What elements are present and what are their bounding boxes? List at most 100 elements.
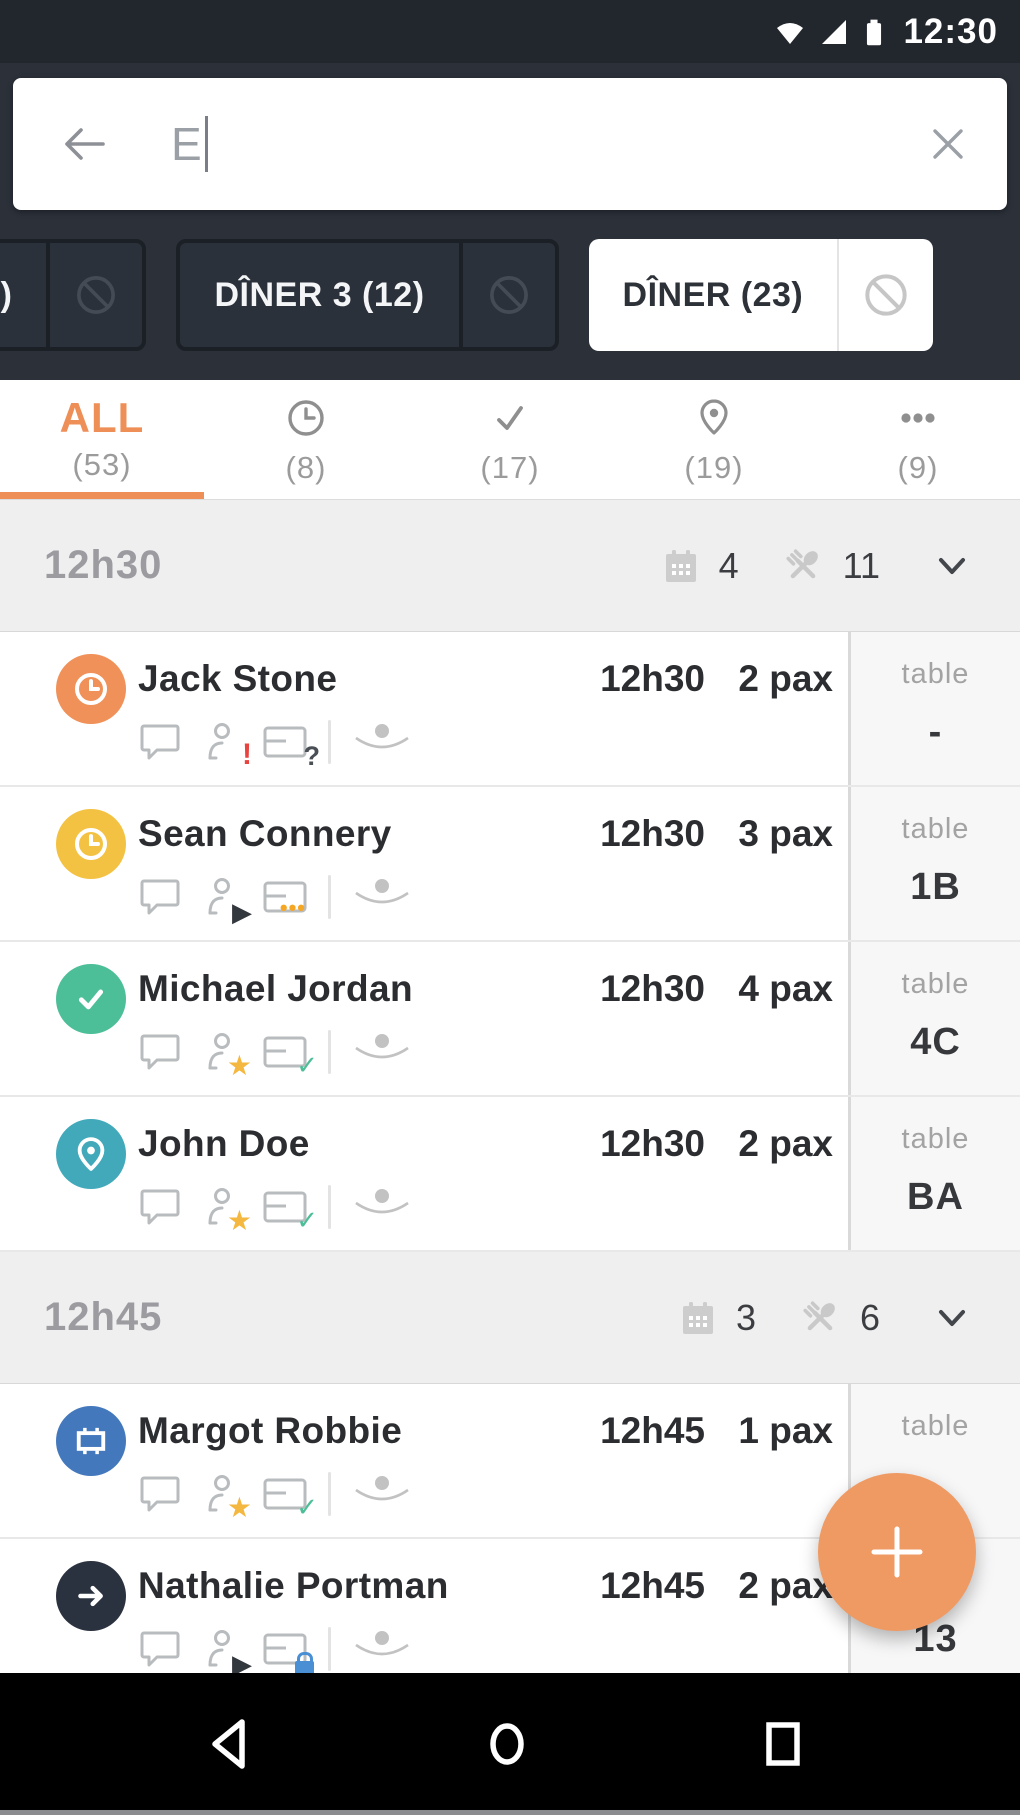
check-icon xyxy=(497,405,523,430)
chat-icon xyxy=(140,1189,180,1225)
icon-divider xyxy=(328,720,331,764)
chat-icon xyxy=(140,1034,180,1070)
status-time: 12:30 xyxy=(903,11,998,51)
reservation-time: 12h30 xyxy=(600,1123,705,1164)
filter-chip[interactable]: DÎNER 3 (12) xyxy=(176,239,559,351)
card-badge: ✓ xyxy=(296,1492,318,1522)
guest-status-icon: ★ xyxy=(202,1185,252,1235)
section-time: 12h45 xyxy=(44,1295,163,1339)
party-size: 3 pax xyxy=(738,813,833,854)
recents-button[interactable] xyxy=(754,1715,812,1773)
guest-name: Sean Connery xyxy=(138,813,392,854)
tab-count: (17) xyxy=(480,449,540,485)
tab-count: (8) xyxy=(285,449,327,485)
status-bar: 12:30 xyxy=(0,0,1020,63)
filter-chips-bar: (12) DÎNER 3 (12) DÎNER (23) xyxy=(0,220,1020,380)
more-icon xyxy=(901,412,935,423)
reservation-row[interactable]: John Doe 12h30 2 pax ★ ✓ table BA xyxy=(0,1097,1020,1252)
tab-seated[interactable]: (19) xyxy=(612,380,816,499)
guest-name: Nathalie Portman xyxy=(138,1565,449,1606)
person-badge: ★ xyxy=(226,1050,252,1081)
guest-profile-icon xyxy=(355,1631,409,1656)
chip-label: (12) xyxy=(0,275,13,314)
person-icon xyxy=(208,1630,230,1667)
status-avatar-clock-icon xyxy=(56,654,126,724)
chat-icon xyxy=(140,879,180,915)
chat-icon xyxy=(140,1476,180,1512)
filter-chip-selected[interactable]: DÎNER (23) xyxy=(588,239,934,351)
table-assignment: table BA xyxy=(848,1097,1020,1250)
add-reservation-button[interactable] xyxy=(818,1473,976,1631)
table-number: 1B xyxy=(910,866,961,908)
card-icon xyxy=(263,1191,307,1223)
time-section-header[interactable]: 12h45 3 6 xyxy=(0,1252,1020,1384)
person-badge: ★ xyxy=(226,1205,252,1236)
person-icon xyxy=(208,1475,230,1512)
person-icon xyxy=(208,878,230,915)
party-size: 4 pax xyxy=(738,968,833,1009)
chevron-down-icon[interactable] xyxy=(932,546,972,586)
ban-icon[interactable] xyxy=(458,243,555,347)
search-input[interactable]: E xyxy=(171,116,925,172)
back-arrow-icon[interactable] xyxy=(57,120,109,168)
person-badge: ▶ xyxy=(232,1649,252,1679)
text-caret xyxy=(204,116,208,172)
icon-divider xyxy=(328,1472,331,1516)
ban-icon[interactable] xyxy=(46,243,142,347)
tab-all-label: ALL xyxy=(59,393,145,441)
reservation-row[interactable]: Michael Jordan 12h30 4 pax ★ ✓ table xyxy=(0,942,1020,1097)
card-badge-lock-icon xyxy=(295,1652,314,1675)
section-summary: 4 11 xyxy=(661,544,972,588)
time-section-header[interactable]: 12h30 4 11 xyxy=(0,500,1020,632)
reservation-time: 12h45 xyxy=(600,1410,705,1451)
guest-profile-icon xyxy=(355,1476,409,1501)
table-label: table xyxy=(901,1123,970,1155)
status-tabs: ALL (53) (8) (17) (19) (9) xyxy=(0,380,1020,500)
card-icon xyxy=(263,1036,307,1068)
tab-more[interactable]: (9) xyxy=(816,380,1020,499)
booking-status-icon: ✓ xyxy=(262,1187,318,1233)
search-query: E xyxy=(171,118,202,170)
screen-edge xyxy=(0,1810,1020,1815)
ban-icon[interactable] xyxy=(837,239,933,351)
guest-profile-icon xyxy=(355,1189,409,1214)
clear-icon[interactable] xyxy=(925,121,971,167)
calendar-icon xyxy=(682,1301,713,1334)
recents-icon xyxy=(766,1722,800,1766)
back-icon xyxy=(212,1719,245,1769)
reservation-row[interactable]: Jack Stone 12h30 2 pax ! ? table - xyxy=(0,632,1020,787)
back-button[interactable] xyxy=(202,1715,260,1773)
card-badge: ? xyxy=(303,741,321,771)
status-avatar-screen-icon xyxy=(56,1406,126,1476)
guest-name: John Doe xyxy=(138,1123,310,1164)
status-avatar-check-icon xyxy=(56,964,126,1034)
battery-icon xyxy=(867,19,882,45)
bookings-count: 4 xyxy=(718,544,739,586)
chat-icon xyxy=(140,1631,180,1667)
reservation-row[interactable]: Sean Connery 12h30 3 pax ▶ ••• table xyxy=(0,787,1020,942)
tab-count: (9) xyxy=(897,449,939,485)
guest-status-icon: ★ xyxy=(202,1030,252,1080)
tab-pending[interactable]: (8) xyxy=(204,380,408,499)
chevron-down-icon[interactable] xyxy=(932,1298,972,1338)
reservation-row[interactable]: Nathalie Portman 12h45 2 pax ▶ table xyxy=(0,1539,1020,1694)
guest-status-icon: ▶ xyxy=(202,1627,252,1677)
filter-chip[interactable]: (12) xyxy=(0,239,147,351)
covers-icon xyxy=(803,1300,835,1330)
icon-divider xyxy=(328,1627,331,1671)
home-button[interactable] xyxy=(478,1715,536,1773)
chip-label: DÎNER (23) xyxy=(622,275,804,314)
tab-all[interactable]: ALL (53) xyxy=(0,380,204,499)
table-assignment: table 4C xyxy=(848,942,1020,1095)
reservation-time: 12h30 xyxy=(600,968,705,1009)
chip-label: DÎNER 3 (12) xyxy=(214,275,425,314)
reservation-time: 12h45 xyxy=(600,1565,705,1606)
person-icon xyxy=(208,1033,230,1070)
search-bar[interactable]: E xyxy=(13,78,1007,210)
home-icon xyxy=(490,1723,524,1765)
chat-icon xyxy=(140,724,180,760)
active-tab-indicator xyxy=(0,492,204,499)
party-size: 2 pax xyxy=(738,1123,833,1164)
tab-confirmed[interactable]: (17) xyxy=(408,380,612,499)
table-label: table xyxy=(901,658,970,690)
